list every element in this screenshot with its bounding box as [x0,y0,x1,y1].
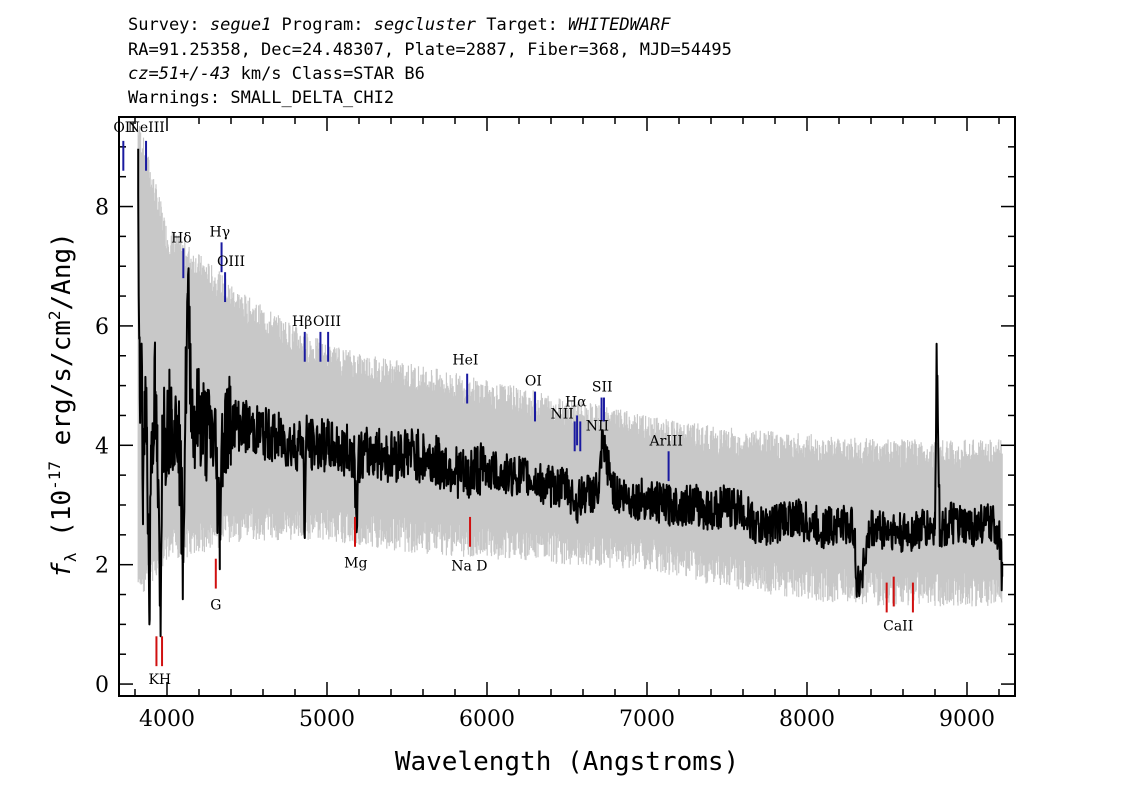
y-tick-label: 0 [95,673,109,698]
line-label: OIII [313,314,341,330]
y-axis-label-squared: 2 [45,310,64,320]
x-tick-label: 8000 [779,707,835,732]
line-label: G [210,597,221,613]
line-label: Na D [451,559,487,575]
y-axis-label-units: erg/s/cm [47,320,77,461]
y-tick-label: 8 [95,196,109,221]
header-line-3-segment-0: cz=51+/-43 [128,64,230,84]
plot-area [137,126,1004,638]
y-axis-label: fλ (10-17 erg/s/cm2/Ang) [45,232,80,578]
header-line-1: Survey: segue1 Program: segcluster Targe… [128,15,671,35]
y-axis-label-body: (10 [47,490,77,553]
line-label: KH [148,672,171,688]
axes: 4000 5000 6000 7000 8000 9000 0 2 4 6 8 [95,117,1015,732]
x-tick-label: 9000 [939,707,995,732]
line-label: Hγ [210,224,231,240]
line-label: OI [525,374,542,390]
plot-frame [118,116,1016,697]
header-line-1-segment-3: segcluster [374,15,477,35]
line-label: CaII [883,618,913,634]
header-line-3-segment-1: km/s Class=STAR B6 [230,64,424,84]
line-label: Hδ [171,230,192,246]
line-label: HeI [452,353,478,369]
header-line-4: Warnings: SMALL_DELTA_CHI2 [128,88,394,108]
x-axis-label: Wavelength (Angstroms) [395,747,739,777]
line-label: OIII [217,254,245,270]
x-tick-label: 6000 [459,707,515,732]
line-label: NeIII [128,120,165,136]
x-tick-label: 4000 [139,707,195,732]
line-label: ArIII [648,433,682,449]
y-axis-label-symbol: f [47,562,77,578]
x-tick-label: 7000 [619,707,675,732]
header-line-3: cz=51+/-43 km/s Class=STAR B6 [128,64,425,84]
line-label: Hβ [292,314,312,330]
line-label: Hα [565,395,587,411]
header-line-2: RA=91.25358, Dec=24.48307, Plate=2887, F… [128,40,732,60]
header-line-1-segment-5: WHITEDWARF [568,15,671,35]
y-tick-label: 2 [95,554,109,579]
y-axis-label-exponent: -17 [45,461,64,490]
line-label: OII [113,120,136,136]
y-axis-label-tail: /Ang) [47,232,77,310]
line-label: Mg [344,556,367,572]
header-line-1-segment-2: Program: [271,15,373,35]
y-tick-label: 6 [95,315,109,340]
header-line-1-segment-0: Survey: [128,15,210,35]
x-tick-label: 5000 [299,707,355,732]
y-axis-label-subscript: λ [61,552,80,562]
header-line-1-segment-4: Target: [476,15,568,35]
y-tick-label: 4 [95,434,109,459]
line-label: NII [586,418,609,434]
header-line-1-segment-1: segue1 [210,15,271,35]
spectrum-line [137,148,1004,638]
line-label: SII [592,380,613,396]
line-label: NII [551,406,574,422]
